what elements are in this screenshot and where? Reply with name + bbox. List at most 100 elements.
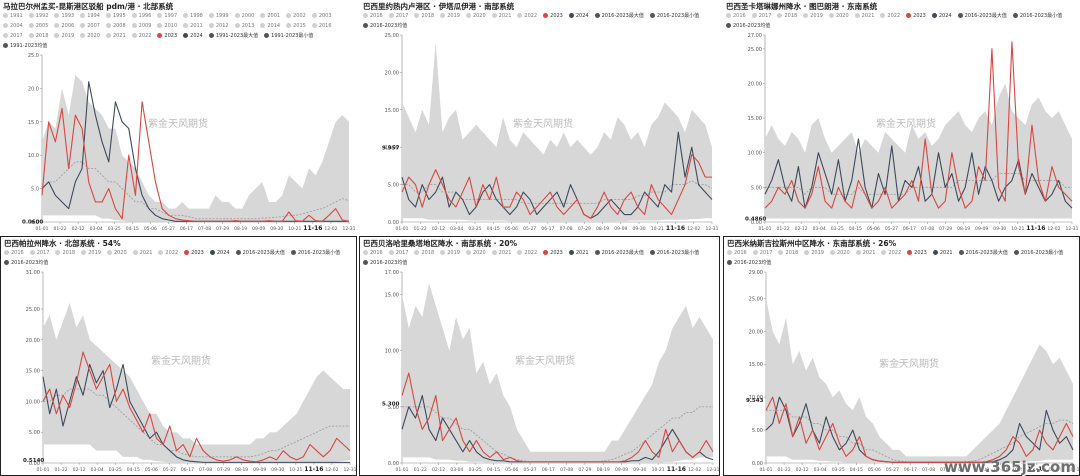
- legend-item-series[interactable]: 2024: [568, 11, 589, 21]
- legend-item-series[interactable]: 2016-2023最大值: [957, 11, 1007, 21]
- legend-item-series[interactable]: 2021: [568, 248, 589, 258]
- legend-item-2022[interactable]: 2022: [517, 11, 537, 21]
- legend-item-2016[interactable]: 2016: [4, 248, 24, 258]
- legend-item-2007[interactable]: 2007: [80, 21, 100, 31]
- legend-item-2002[interactable]: 2002: [286, 11, 306, 21]
- legend-item-2018[interactable]: 2018: [414, 248, 434, 258]
- legend-item-series[interactable]: 2023: [543, 11, 563, 21]
- legend-item-series[interactable]: 2023: [907, 248, 927, 258]
- legend-item-2001[interactable]: 2001: [260, 11, 280, 21]
- legend-item-2013[interactable]: 2013: [234, 21, 254, 31]
- legend-item-2022[interactable]: 2022: [131, 31, 151, 41]
- legend-item-2010[interactable]: 2010: [157, 21, 177, 31]
- legend-item-1993[interactable]: 1993: [54, 11, 74, 21]
- legend-item-series[interactable]: 2016-2023最小值: [649, 248, 699, 258]
- legend-item-2016[interactable]: 2016: [363, 248, 383, 258]
- legend-item-series[interactable]: 2016-2023均值: [4, 258, 48, 268]
- legend-item-series[interactable]: 2016-2023均值: [363, 258, 407, 268]
- legend-item-2017[interactable]: 2017: [752, 248, 772, 258]
- legend-item-series[interactable]: 2016-2023最大值: [594, 11, 644, 21]
- legend-item-1999[interactable]: 1999: [208, 11, 229, 21]
- legend-item-2003[interactable]: 2003: [311, 11, 332, 21]
- legend-item-2016[interactable]: 2016: [311, 21, 332, 31]
- legend-item-series[interactable]: 2016-2023最大值: [958, 248, 1008, 258]
- legend-item-2020[interactable]: 2020: [829, 248, 850, 258]
- legend-item-2022[interactable]: 2022: [881, 248, 901, 258]
- legend-item-series[interactable]: 1991-2023均值: [3, 41, 47, 51]
- chart-legend[interactable]: 2016 2017 2018 2019 2020 2021 2022 2023 2021 2016…: [727, 248, 1076, 268]
- legend-item-1991[interactable]: 1991: [3, 11, 23, 21]
- legend-item-2021[interactable]: 2021: [855, 248, 875, 258]
- legend-item-1997[interactable]: 1997: [157, 11, 177, 21]
- legend-item-2009[interactable]: 2009: [131, 21, 151, 31]
- legend-item-2020[interactable]: 2020: [465, 11, 486, 21]
- legend-item-2016[interactable]: 2016: [726, 11, 746, 21]
- legend-item-2020[interactable]: 2020: [106, 248, 127, 258]
- legend-item-2011[interactable]: 2011: [183, 21, 203, 31]
- legend-item-2006[interactable]: 2006: [54, 21, 74, 31]
- chart-legend[interactable]: 2016 2017 2018 2019 2020 2021 2022 2023 2024 2016…: [363, 11, 717, 31]
- legend-item-2004[interactable]: 2004: [3, 21, 23, 31]
- legend-item-2018[interactable]: 2018: [55, 248, 75, 258]
- chart-legend[interactable]: 2016 2017 2018 2019 2020 2021 2022 2023 2024 2016…: [726, 11, 1077, 31]
- legend-item-series[interactable]: 2016-2023最小值: [290, 248, 340, 258]
- legend-item-2012[interactable]: 2012: [208, 21, 229, 31]
- legend-item-1998[interactable]: 1998: [183, 11, 203, 21]
- legend-item-2016[interactable]: 2016: [727, 248, 747, 258]
- legend-item-2016[interactable]: 2016: [363, 11, 383, 21]
- legend-item-2019[interactable]: 2019: [81, 248, 101, 258]
- legend-item-series[interactable]: 2021: [932, 248, 953, 258]
- legend-item-series[interactable]: 2016-2023均值: [363, 21, 407, 31]
- legend-item-2019[interactable]: 2019: [804, 248, 824, 258]
- legend-item-2022[interactable]: 2022: [880, 11, 900, 21]
- legend-item-series[interactable]: 2023: [906, 11, 926, 21]
- legend-item-2020[interactable]: 2020: [80, 31, 100, 41]
- legend-item-series[interactable]: 2016-2023最小值: [1012, 11, 1062, 21]
- legend-item-2022[interactable]: 2022: [517, 248, 537, 258]
- legend-item-2020[interactable]: 2020: [828, 11, 849, 21]
- legend-item-series[interactable]: 1991-2023最大值: [208, 31, 258, 41]
- legend-item-2019[interactable]: 2019: [803, 11, 823, 21]
- legend-item-series[interactable]: 1991-2023最小值: [264, 31, 313, 41]
- legend-item-2021[interactable]: 2021: [132, 248, 152, 258]
- legend-item-series[interactable]: 2023: [543, 248, 563, 258]
- legend-item-2017[interactable]: 2017: [388, 11, 408, 21]
- legend-item-2018[interactable]: 2018: [28, 31, 48, 41]
- chart-legend[interactable]: 1991 1992 1993 1994 1995 1996 1997 1998 1999 2000…: [3, 11, 354, 51]
- legend-item-series[interactable]: 2016-2023均值: [727, 258, 771, 268]
- legend-item-1996[interactable]: 1996: [131, 11, 151, 21]
- legend-item-series[interactable]: 2016-2023最小值: [649, 11, 699, 21]
- legend-item-2022[interactable]: 2022: [158, 248, 178, 258]
- legend-item-2015[interactable]: 2015: [286, 21, 306, 31]
- legend-item-2021[interactable]: 2021: [491, 11, 511, 21]
- legend-item-2021[interactable]: 2021: [854, 11, 874, 21]
- legend-item-2005[interactable]: 2005: [28, 21, 48, 31]
- legend-item-2014[interactable]: 2014: [260, 21, 280, 31]
- legend-item-2019[interactable]: 2019: [440, 248, 460, 258]
- chart-legend[interactable]: 2016 2017 2018 2019 2020 2021 2022 2023 2021 2016…: [363, 248, 716, 268]
- legend-item-series[interactable]: 2016-2023均值: [726, 21, 770, 31]
- chart-legend[interactable]: 2016 2017 2018 2019 2020 2021 2022 2023 2024 2016…: [4, 248, 353, 268]
- legend-item-2019[interactable]: 2019: [54, 31, 74, 41]
- legend-item-2018[interactable]: 2018: [777, 11, 797, 21]
- legend-item-1995[interactable]: 1995: [105, 11, 126, 21]
- legend-item-2017[interactable]: 2017: [751, 11, 771, 21]
- legend-item-2020[interactable]: 2020: [465, 248, 486, 258]
- legend-item-2021[interactable]: 2021: [105, 31, 126, 41]
- legend-item-2017[interactable]: 2017: [29, 248, 49, 258]
- legend-item-1992[interactable]: 1992: [28, 11, 48, 21]
- legend-item-2019[interactable]: 2019: [440, 11, 460, 21]
- legend-item-2018[interactable]: 2018: [778, 248, 798, 258]
- legend-item-series[interactable]: 2016-2023最小值: [1013, 248, 1063, 258]
- legend-item-series[interactable]: 2023: [184, 248, 204, 258]
- legend-item-series[interactable]: 2016-2023最大值: [594, 248, 644, 258]
- legend-item-series[interactable]: 2023: [157, 31, 177, 41]
- legend-item-2017[interactable]: 2017: [3, 31, 23, 41]
- legend-item-series[interactable]: 2024: [183, 31, 203, 41]
- legend-item-2021[interactable]: 2021: [491, 248, 511, 258]
- legend-item-2018[interactable]: 2018: [414, 11, 434, 21]
- legend-item-2017[interactable]: 2017: [388, 248, 408, 258]
- legend-item-series[interactable]: 2024: [931, 11, 952, 21]
- legend-item-2000[interactable]: 2000: [234, 11, 254, 21]
- legend-item-2008[interactable]: 2008: [105, 21, 126, 31]
